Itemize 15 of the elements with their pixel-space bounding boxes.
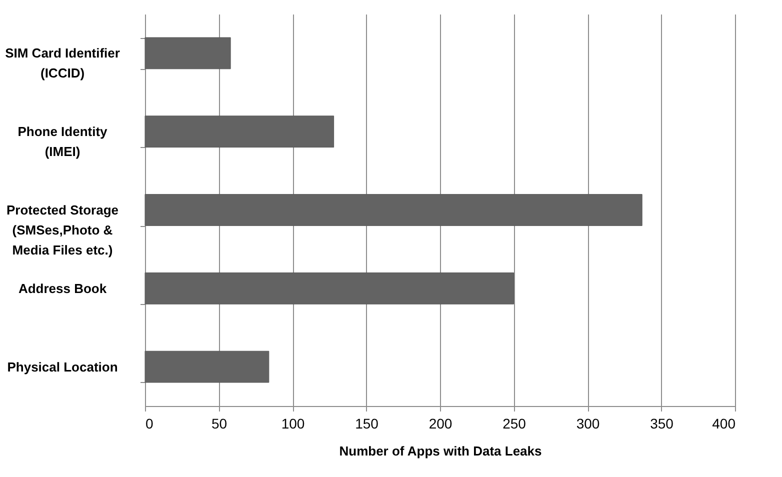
x-tick-label: 200 <box>428 416 452 432</box>
y-tick-label: SIM Card Identifier (ICCID) <box>5 46 120 81</box>
y-tick-label: Physical Location <box>7 359 118 374</box>
x-tick-label: 0 <box>146 416 154 432</box>
y-tick-label: Phone Identity (IMEI) <box>18 124 108 160</box>
x-tick-label: 150 <box>355 416 379 432</box>
x-tick-label: 400 <box>712 416 736 432</box>
x-tick-label: 300 <box>576 416 600 432</box>
y-tick-label: Address Book <box>18 280 108 296</box>
x-tick-label: 50 <box>211 416 228 432</box>
x-tick-label: 100 <box>281 416 305 432</box>
x-tick-label: 350 <box>650 416 674 432</box>
x-axis-title: Number of Apps with Data Leaks <box>339 444 542 458</box>
y-tick-label: Protected Storage (SMSes,Photo & Media Files etc.) <box>6 202 118 258</box>
x-tick-label: 250 <box>502 416 526 432</box>
